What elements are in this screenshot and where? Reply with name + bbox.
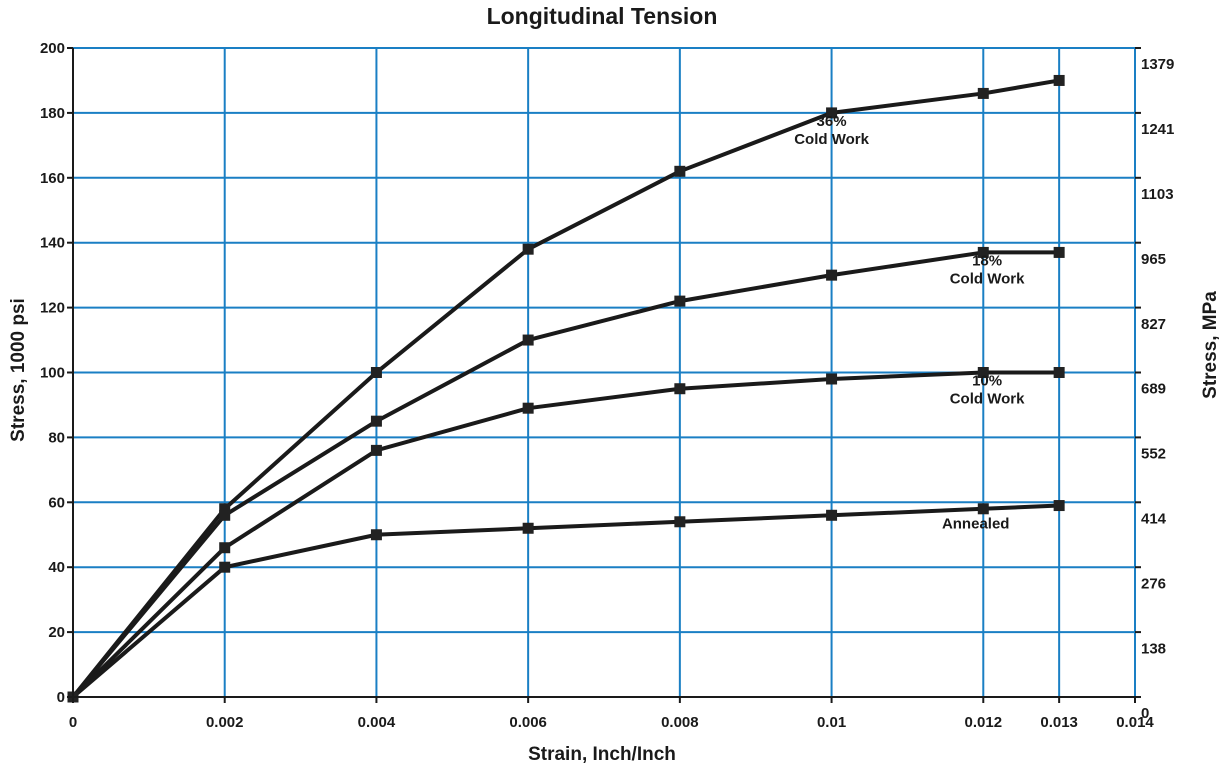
x-axis-label: Strain, Inch/Inch bbox=[528, 744, 676, 765]
y-tick-label: 200 bbox=[40, 40, 65, 57]
y-tick-label: 0 bbox=[57, 689, 65, 706]
data-point-annealed bbox=[219, 561, 231, 573]
y-tick-label: 80 bbox=[48, 429, 65, 446]
y2-tick-label: 414 bbox=[1141, 511, 1167, 528]
data-point-18-cold-work bbox=[826, 269, 838, 281]
y2-axis-label: Stress, MPa bbox=[1200, 291, 1221, 399]
y2-tick-label: 0 bbox=[1141, 705, 1149, 722]
series-line-annealed bbox=[71, 503, 1060, 699]
data-point-annealed bbox=[522, 522, 534, 534]
data-point-36-cold-work bbox=[1053, 74, 1065, 86]
y-tick-label: 60 bbox=[48, 494, 65, 511]
data-point-36-cold-work bbox=[674, 165, 686, 177]
data-point-annealed bbox=[977, 503, 989, 515]
annotation-line: Cold Work bbox=[794, 131, 869, 148]
data-point-annealed bbox=[826, 509, 838, 521]
data-point-annealed bbox=[674, 516, 686, 528]
series-lines bbox=[71, 78, 1060, 699]
data-point-18-cold-work bbox=[522, 334, 534, 346]
annotation-line: Cold Work bbox=[950, 270, 1025, 287]
annotation-annealed: Annealed bbox=[942, 515, 1010, 532]
data-point-36-cold-work bbox=[219, 503, 231, 515]
y2-tick-label: 1379 bbox=[1141, 56, 1174, 73]
x-tick-label: 0.008 bbox=[661, 714, 699, 731]
series-line-10-cold-work bbox=[71, 370, 1060, 699]
annotation-18-cold-work: 18% Cold Work bbox=[950, 252, 1025, 287]
y2-tick-label: 689 bbox=[1141, 381, 1166, 398]
data-point-18-cold-work bbox=[674, 295, 686, 307]
y-tick-label: 160 bbox=[40, 170, 65, 187]
y-tick-label: 180 bbox=[40, 105, 65, 122]
y2-tick-label: 138 bbox=[1141, 640, 1166, 657]
y-tick-label: 100 bbox=[40, 365, 65, 382]
data-point-10-cold-work bbox=[977, 367, 989, 378]
annotation-line: Annealed bbox=[942, 515, 1010, 532]
data-point-annealed bbox=[1053, 500, 1065, 512]
data-point-10-cold-work bbox=[674, 383, 686, 395]
y2-tick-label: 827 bbox=[1141, 316, 1166, 333]
y2-tick-label: 552 bbox=[1141, 446, 1166, 463]
x-tick-label: 0.012 bbox=[965, 714, 1003, 731]
chart-title: Longitudinal Tension bbox=[487, 3, 718, 29]
x-tick-label: 0.01 bbox=[817, 714, 846, 731]
y2-tick-label: 965 bbox=[1141, 251, 1166, 268]
data-point-18-cold-work bbox=[370, 415, 382, 427]
annotation-line: 18% bbox=[972, 252, 1002, 269]
x-tick-label: 0.006 bbox=[509, 714, 547, 731]
x-tick-label: 0 bbox=[69, 714, 77, 731]
data-point-annealed bbox=[370, 529, 382, 541]
annotation-36-cold-work: 36% Cold Work bbox=[794, 113, 869, 148]
data-point-36-cold-work bbox=[370, 367, 382, 378]
annotation-10-cold-work: 10% Cold Work bbox=[950, 372, 1025, 407]
x-tick-label: 0.004 bbox=[358, 714, 396, 731]
x-tick-label: 0.013 bbox=[1040, 714, 1078, 731]
x-tick-label: 0.014 bbox=[1116, 714, 1154, 731]
data-point-18-cold-work bbox=[219, 509, 231, 521]
data-point-10-cold-work bbox=[1053, 367, 1065, 378]
y-tick-label: 120 bbox=[40, 300, 65, 317]
y-axis-label: Stress, 1000 psi bbox=[8, 298, 29, 442]
annotation-line: 36% bbox=[817, 113, 847, 130]
tick-labels: 0 0.002 0.004 0.006 0.008 0.01 0.012 0.013 0.014… bbox=[40, 40, 1174, 731]
data-point-10-cold-work bbox=[522, 402, 534, 414]
data-markers bbox=[67, 74, 1065, 703]
annotation-line: Cold Work bbox=[950, 390, 1025, 407]
data-point-36-cold-work bbox=[826, 107, 838, 119]
annotation-line: 10% bbox=[972, 372, 1002, 389]
data-point-36-cold-work bbox=[977, 87, 989, 99]
data-point-18-cold-work bbox=[977, 246, 989, 258]
data-point-10-cold-work bbox=[826, 373, 838, 385]
y2-tick-label: 276 bbox=[1141, 575, 1166, 592]
y2-tick-label: 1241 bbox=[1141, 121, 1174, 138]
data-point-18-cold-work bbox=[1053, 246, 1065, 258]
data-point-10-cold-work bbox=[219, 542, 231, 554]
x-tick-label: 0.002 bbox=[206, 714, 244, 731]
y-tick-label: 140 bbox=[40, 235, 65, 252]
y-tick-label: 20 bbox=[48, 624, 65, 641]
grid bbox=[72, 47, 1136, 698]
y2-tick-label: 1103 bbox=[1141, 186, 1174, 203]
series-line-36-cold-work bbox=[71, 78, 1060, 699]
data-point-10-cold-work bbox=[370, 444, 382, 456]
y-tick-label: 40 bbox=[48, 559, 65, 576]
axes bbox=[67, 47, 1141, 703]
series-line-18-cold-work bbox=[71, 250, 1060, 699]
data-point-36-cold-work bbox=[522, 243, 534, 255]
